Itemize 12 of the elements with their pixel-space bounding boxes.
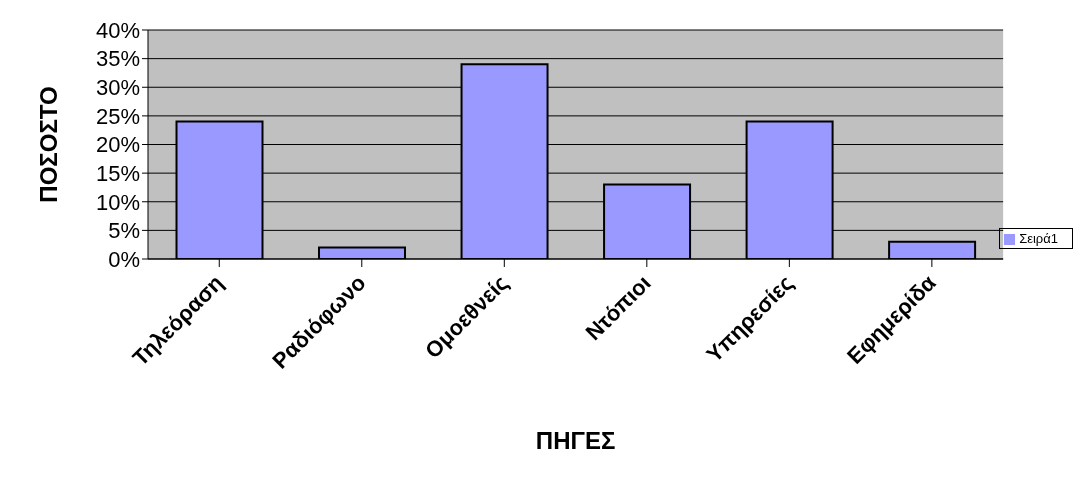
y-tick-label: 35% (95, 46, 140, 72)
y-tick-label: 30% (95, 75, 140, 101)
y-tick-label: 20% (95, 132, 140, 158)
y-tick-label: 40% (95, 17, 140, 43)
y-tick-label: 15% (95, 160, 140, 186)
legend-label: Σειρά1 (1019, 231, 1058, 246)
y-tick-label: 0% (108, 246, 140, 272)
y-tick-label: 5% (108, 218, 140, 244)
y-axis-title: ΠΟΣΟΣΤΟ (34, 86, 62, 203)
y-tick-label: 25% (95, 103, 140, 129)
y-tick-label: 10% (95, 189, 140, 215)
x-axis-title: ΠΗΓΕΣ (535, 427, 616, 454)
